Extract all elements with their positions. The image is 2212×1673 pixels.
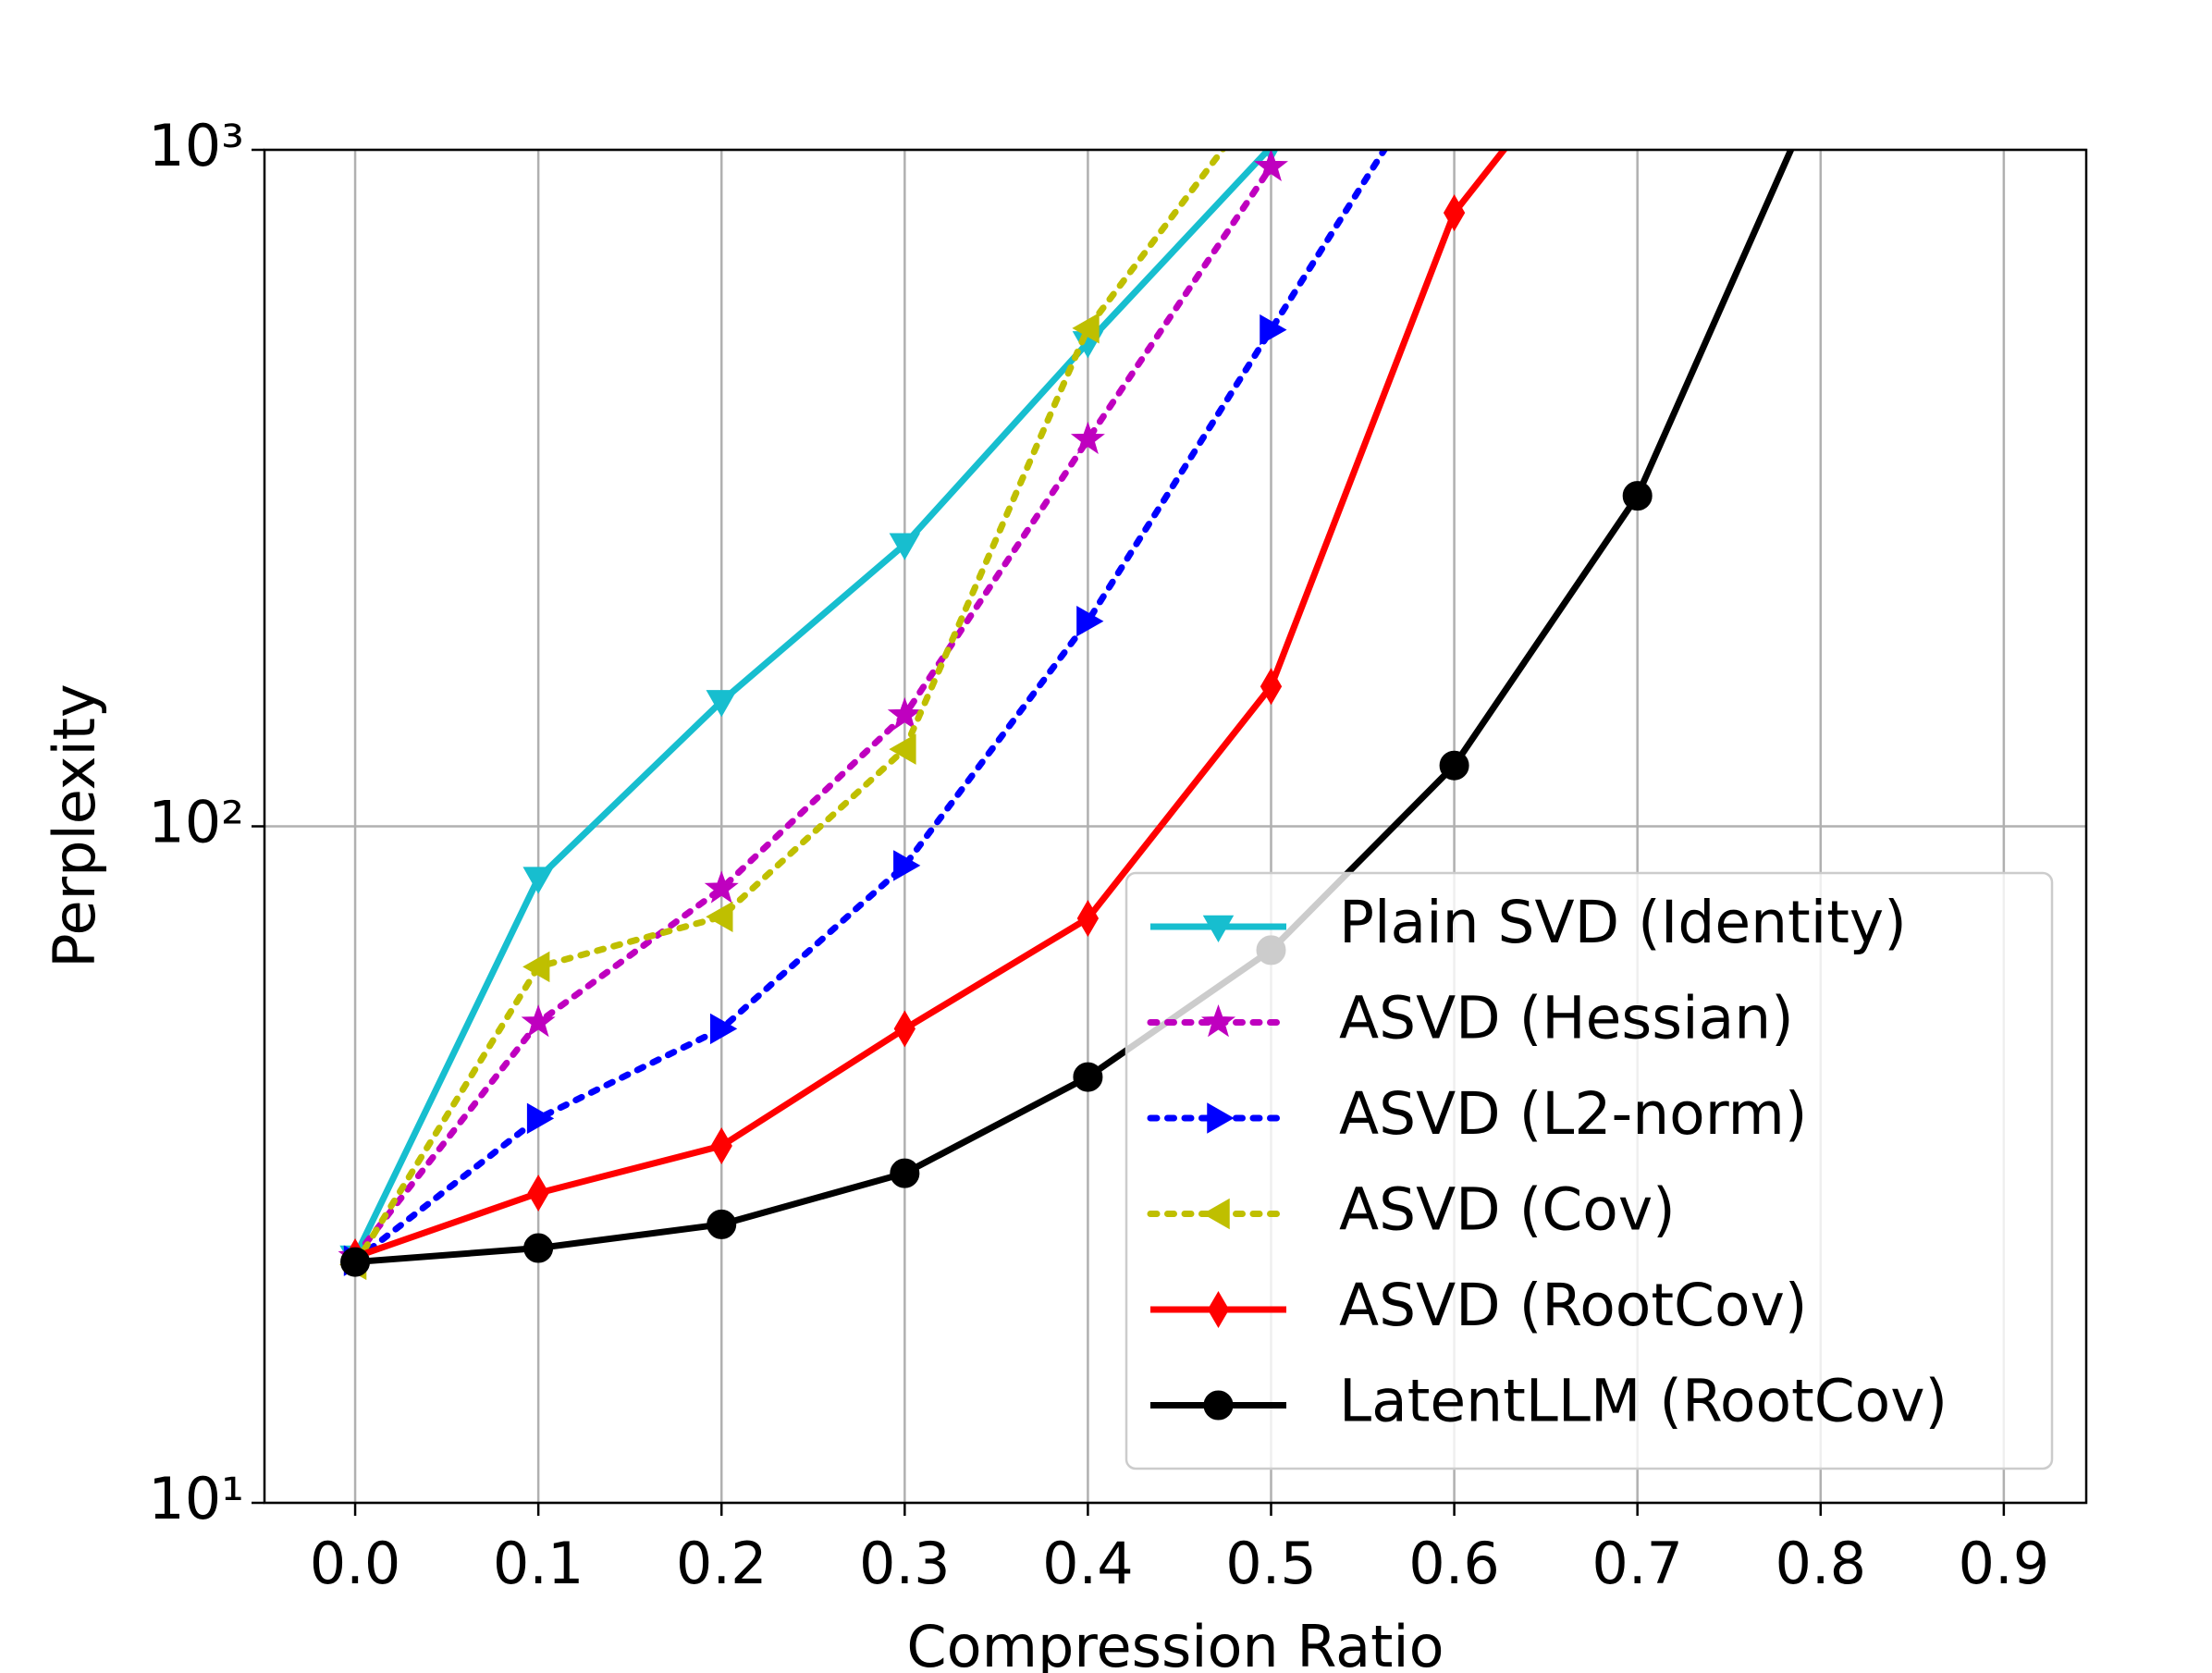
data-point bbox=[887, 696, 922, 731]
data-point bbox=[1622, 481, 1653, 511]
x-tick-label: 0.3 bbox=[859, 1530, 951, 1597]
data-point bbox=[1258, 71, 1282, 99]
data-point bbox=[704, 870, 739, 904]
legend-box bbox=[1124, 871, 2054, 1470]
legend-marker bbox=[1203, 1390, 1234, 1421]
legend-label: ASVD (Cov) bbox=[1339, 1176, 1676, 1244]
data-point bbox=[523, 1233, 554, 1263]
legend-marker bbox=[1202, 915, 1235, 943]
x-tick-label: 0.2 bbox=[676, 1530, 768, 1597]
legend-marker bbox=[1207, 1291, 1230, 1328]
legend-marker bbox=[1202, 1198, 1230, 1230]
legend-marker bbox=[1207, 1102, 1235, 1134]
plot-area bbox=[338, 25, 1835, 1281]
x-tick-label: 0.1 bbox=[493, 1530, 584, 1597]
data-point bbox=[1253, 150, 1289, 182]
data-point bbox=[889, 733, 916, 765]
x-tick-label: 0.0 bbox=[310, 1530, 401, 1597]
data-point bbox=[522, 867, 554, 894]
legend-marker bbox=[1200, 1004, 1236, 1038]
data-point bbox=[1260, 314, 1287, 346]
series-line bbox=[351, 150, 1227, 1268]
data-point bbox=[1444, 25, 1468, 53]
data-point bbox=[890, 1158, 920, 1188]
series-line bbox=[353, 150, 1508, 1261]
legend: Plain SVD (Identity) ASVD (Hessian) ASVD (… bbox=[1124, 871, 2054, 1470]
legend-label: ASVD (Hessian) bbox=[1339, 985, 1794, 1052]
data-point bbox=[706, 901, 733, 933]
data-point bbox=[1807, 69, 1835, 97]
x-axis-label: Compression Ratio bbox=[906, 1613, 1444, 1673]
y-tick-label: 10² bbox=[148, 789, 244, 856]
data-point bbox=[1076, 900, 1100, 938]
data-point bbox=[521, 1004, 556, 1038]
data-point bbox=[522, 951, 550, 983]
legend-label: Plain SVD (Identity) bbox=[1339, 889, 1907, 956]
data-point bbox=[1443, 194, 1466, 232]
data-point bbox=[709, 1013, 738, 1045]
data-point bbox=[526, 1102, 555, 1135]
data-point bbox=[1076, 605, 1104, 637]
data-point bbox=[893, 1010, 916, 1048]
x-tick-label: 0.5 bbox=[1225, 1530, 1317, 1597]
legend-label: ASVD (RootCov) bbox=[1339, 1272, 1807, 1339]
x-tick-label: 0.7 bbox=[1591, 1530, 1683, 1597]
legend-label: LatentLLM (RootCov) bbox=[1339, 1368, 1948, 1435]
series-line bbox=[351, 150, 1273, 1259]
x-tick-label: 0.8 bbox=[1775, 1530, 1866, 1597]
legend-label: ASVD (L2-norm) bbox=[1339, 1080, 1807, 1148]
data-point bbox=[1439, 750, 1469, 781]
data-point bbox=[706, 690, 737, 718]
series-line bbox=[351, 163, 1274, 1261]
ticks: 0.0 0.1 0.2 0.3 0.4 0.5 0.6 0.7 0.8 0.9 10¹ 10² 10³ bbox=[148, 112, 2049, 1597]
data-point bbox=[710, 1127, 732, 1165]
data-point bbox=[1073, 1062, 1103, 1092]
x-tick-label: 0.9 bbox=[1959, 1530, 2050, 1597]
data-point bbox=[1072, 313, 1100, 344]
y-tick-label: 10³ bbox=[148, 112, 244, 179]
x-tick-label: 0.6 bbox=[1408, 1530, 1500, 1597]
data-point bbox=[707, 1209, 737, 1239]
data-point bbox=[340, 1247, 371, 1277]
y-tick-label: 10¹ bbox=[148, 1465, 244, 1532]
data-point bbox=[889, 533, 921, 560]
data-point bbox=[893, 850, 921, 881]
y-axis-label: Perplexity bbox=[41, 683, 108, 967]
x-tick-label: 0.4 bbox=[1042, 1530, 1134, 1597]
data-point bbox=[1070, 421, 1105, 455]
data-point bbox=[1260, 668, 1283, 706]
data-point bbox=[527, 1175, 549, 1212]
